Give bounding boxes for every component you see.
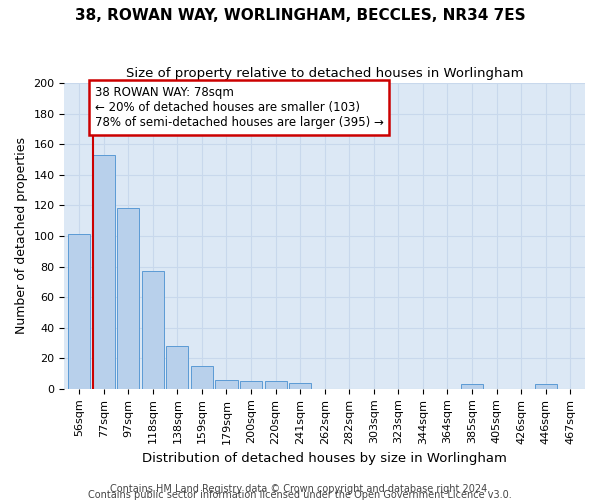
Y-axis label: Number of detached properties: Number of detached properties [15, 138, 28, 334]
Bar [92, 155, 115, 389]
X-axis label: Distribution of detached houses by size in Worlingham: Distribution of detached houses by size … [142, 452, 507, 465]
Bar [166, 346, 188, 389]
Bar [191, 366, 213, 389]
Title: Size of property relative to detached houses in Worlingham: Size of property relative to detached ho… [126, 68, 523, 80]
Text: Contains HM Land Registry data © Crown copyright and database right 2024.: Contains HM Land Registry data © Crown c… [110, 484, 490, 494]
Bar [215, 380, 238, 389]
Bar [117, 208, 139, 389]
Bar [461, 384, 483, 389]
Text: 38, ROWAN WAY, WORLINGHAM, BECCLES, NR34 7ES: 38, ROWAN WAY, WORLINGHAM, BECCLES, NR34… [74, 8, 526, 22]
Bar [265, 381, 287, 389]
Bar [289, 382, 311, 389]
Bar [240, 381, 262, 389]
Text: Contains public sector information licensed under the Open Government Licence v3: Contains public sector information licen… [88, 490, 512, 500]
Bar [535, 384, 557, 389]
Bar [68, 234, 90, 389]
Text: 38 ROWAN WAY: 78sqm
← 20% of detached houses are smaller (103)
78% of semi-detac: 38 ROWAN WAY: 78sqm ← 20% of detached ho… [95, 86, 383, 129]
Bar [142, 271, 164, 389]
